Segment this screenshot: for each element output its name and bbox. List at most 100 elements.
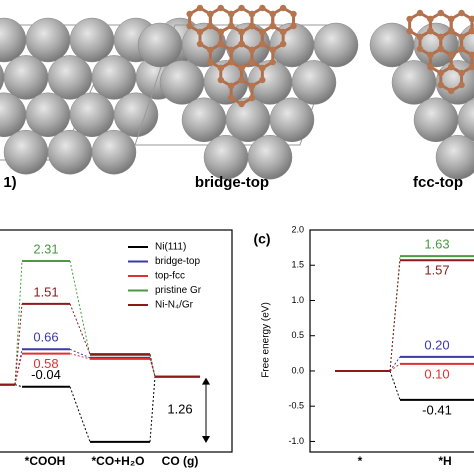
carbon [458, 9, 465, 17]
carbon [259, 4, 266, 12]
panel-frame [309, 229, 474, 453]
carbon [238, 64, 245, 72]
carbon [238, 100, 245, 108]
carbon [248, 58, 256, 66]
y-tick-label: -1.0 [288, 436, 304, 446]
carbon [427, 15, 434, 23]
connector [389, 260, 401, 371]
carbon [259, 64, 266, 72]
atom [91, 129, 137, 175]
atom [3, 55, 49, 100]
arrow-head [202, 435, 210, 443]
legend-label: bridge-top [155, 256, 200, 267]
y-tick-label: -0.5 [288, 401, 304, 411]
atom [0, 92, 27, 138]
atom [47, 129, 93, 175]
carbon [217, 64, 224, 72]
carbon [248, 46, 256, 54]
carbon [447, 87, 455, 95]
atom [3, 129, 49, 175]
connector [14, 303, 23, 385]
legend-label: Ni-N₄/Gr [155, 300, 194, 311]
carbon [227, 22, 235, 30]
connector [14, 384, 23, 388]
carbon [416, 33, 424, 41]
carbon [259, 28, 266, 36]
carbon [269, 22, 276, 30]
value-label: -0.04 [31, 367, 61, 382]
atom [113, 92, 159, 138]
atom [413, 97, 459, 143]
carbon [269, 10, 276, 18]
carbon [269, 58, 276, 66]
connector [389, 370, 401, 401]
connector [69, 303, 91, 355]
carbon [458, 81, 465, 89]
connector [14, 260, 23, 385]
x-tick-label: *CO+H₂O [91, 454, 144, 468]
carbon [248, 94, 256, 102]
carbon [227, 10, 235, 18]
carbon [406, 27, 413, 35]
atom [247, 134, 293, 180]
carbon [406, 15, 413, 23]
structures [0, 4, 474, 180]
y-tick-label: 0.5 [291, 330, 304, 340]
carbon [238, 28, 245, 36]
value-label: 0.58 [33, 356, 58, 371]
carbon [207, 10, 214, 18]
atom [159, 60, 205, 105]
carbon [458, 45, 465, 53]
carbon [279, 40, 287, 48]
carbon [468, 15, 474, 23]
structure-label: fcc-top [413, 174, 463, 191]
carbon [447, 15, 455, 23]
y-tick-label: 1.0 [291, 295, 304, 305]
carbon [447, 63, 455, 71]
arrow-head [202, 377, 210, 385]
y-tick-label: 0.0 [291, 365, 304, 375]
carbon [259, 40, 266, 48]
legend-label: pristine Gr [155, 285, 202, 296]
carbon [227, 58, 235, 66]
carbon [269, 46, 276, 54]
carbon [416, 9, 424, 17]
x-tick-label: CO (g) [162, 454, 199, 468]
atom [225, 97, 271, 143]
carbon [458, 33, 465, 41]
carbon [468, 51, 474, 59]
carbon [416, 45, 424, 53]
carbon [427, 63, 434, 71]
atom [291, 60, 337, 105]
carbon [458, 69, 465, 77]
atom [269, 97, 315, 143]
carbon [207, 58, 214, 66]
annotation-label: 1.26 [167, 402, 192, 417]
carbon [217, 76, 224, 84]
atom [25, 92, 71, 138]
value-label: 1.51 [33, 284, 58, 299]
connector [14, 353, 23, 385]
connector [149, 376, 156, 442]
atom [25, 17, 71, 63]
carbon [427, 51, 434, 59]
carbon [248, 82, 256, 90]
carbon [279, 4, 287, 12]
carbon [238, 40, 245, 48]
carbon [437, 33, 444, 41]
carbon [217, 40, 224, 48]
carbon [290, 10, 297, 18]
value-label: 2.31 [33, 241, 58, 256]
carbon [437, 9, 444, 17]
atom [313, 22, 359, 68]
panel-title: (c) [253, 231, 270, 247]
x-tick-label: *H [438, 454, 451, 468]
carbon [248, 10, 256, 18]
value-label: 0.20 [424, 337, 449, 352]
carbon [227, 82, 235, 90]
structure-label: 1) [3, 174, 16, 191]
atom [457, 98, 474, 142]
carbon [217, 4, 224, 12]
atom [137, 22, 183, 68]
